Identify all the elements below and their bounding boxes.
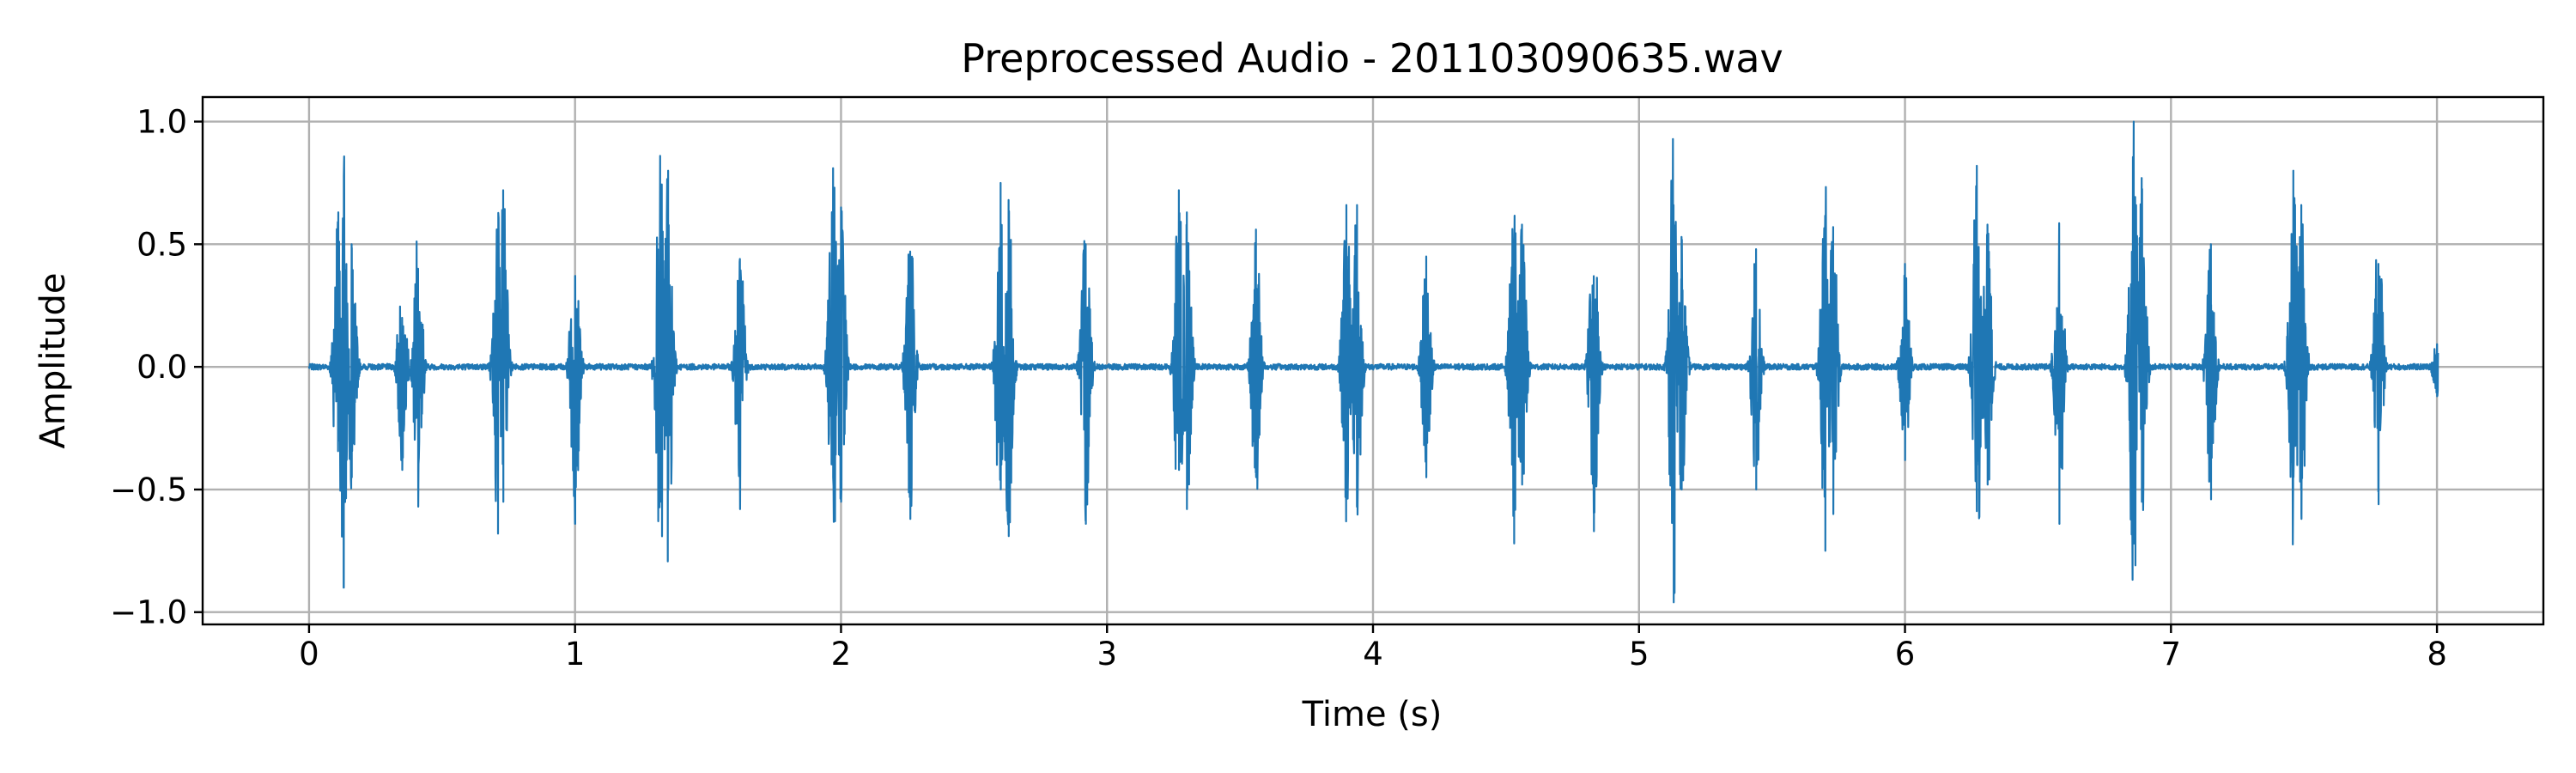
waveform-line xyxy=(307,120,2439,604)
x-tick-label: 0 xyxy=(299,636,319,673)
x-tick-label: 1 xyxy=(565,636,586,673)
y-tick-label: 0.0 xyxy=(137,349,187,386)
waveform-series xyxy=(307,120,2439,604)
x-tick-label: 7 xyxy=(2161,636,2182,673)
y-tick-label: −0.5 xyxy=(110,472,187,508)
x-tick-label: 3 xyxy=(1097,636,1117,673)
ticks: 0 1 2 3 4 5 6 7 8 1.0 0.5 0.0 −0.5 −1.0 xyxy=(110,104,2447,673)
x-tick-label: 8 xyxy=(2427,636,2447,673)
y-tick-label: 0.5 xyxy=(137,226,187,263)
y-tick-label: −1.0 xyxy=(110,594,187,631)
x-tick-label: 4 xyxy=(1363,636,1383,673)
y-axis-label: Amplitude xyxy=(33,273,73,449)
x-tick-label: 2 xyxy=(831,636,852,673)
x-tick-label: 5 xyxy=(1629,636,1649,673)
x-tick-label: 6 xyxy=(1895,636,1916,673)
x-axis-label: Time (s) xyxy=(1302,695,1443,734)
y-tick-label: 1.0 xyxy=(137,104,187,141)
chart-title: Preprocessed Audio - 201103090635.wav xyxy=(961,35,1783,82)
